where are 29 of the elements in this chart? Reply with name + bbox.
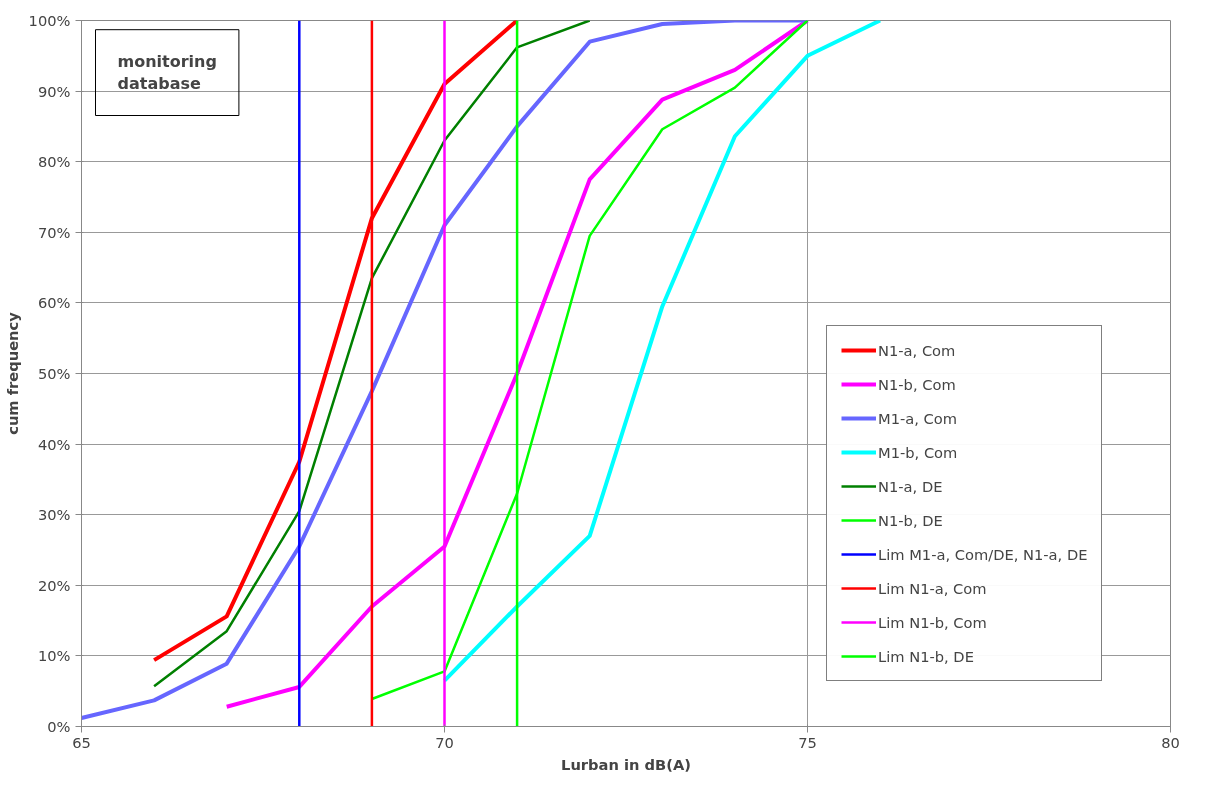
- legend-label: Lim N1-b, DE: [878, 647, 974, 665]
- legend-label: Lim N1-b, Com: [878, 613, 987, 631]
- y-tick-label: 100%: [28, 12, 71, 29]
- line-series: [81, 20, 810, 721]
- y-tick-label: 60%: [37, 294, 71, 312]
- legend-label: N1-b, Com: [878, 375, 956, 393]
- y-tick-label: 10%: [37, 647, 71, 665]
- x-tick-label: 80: [1161, 733, 1180, 751]
- x-axis-title: Lurban in dB(A): [561, 755, 691, 773]
- y-tick-label: 30%: [37, 506, 71, 524]
- legend-label: Lim N1-a, Com: [878, 579, 987, 597]
- y-axis-title: cum frequency: [3, 311, 21, 435]
- x-tick-label: 70: [435, 733, 454, 751]
- y-tick-label: 90%: [37, 82, 71, 100]
- y-tick-label: 20%: [37, 576, 71, 594]
- x-tick-label: 75: [798, 733, 817, 751]
- y-tick-label: 50%: [37, 365, 71, 382]
- y-tick-label: 80%: [37, 153, 71, 171]
- y-tick-label: 70%: [37, 223, 71, 241]
- annotation: monitoring database: [117, 51, 217, 94]
- legend-label: M1-a, Com: [878, 409, 958, 427]
- x-tick-label: 65: [72, 733, 91, 751]
- legend-label: Lim M1-a, Com/DE, N1-a, DE: [878, 545, 1088, 563]
- legend-label: N1-a, DE: [878, 477, 943, 495]
- legend-label: N1-b, DE: [878, 511, 943, 529]
- y-tick-label: 0%: [47, 718, 71, 735]
- legend-label: M1-b, Com: [878, 443, 958, 461]
- y-tick-label: 40%: [37, 435, 71, 453]
- legend-label: N1-a, Com: [878, 341, 956, 359]
